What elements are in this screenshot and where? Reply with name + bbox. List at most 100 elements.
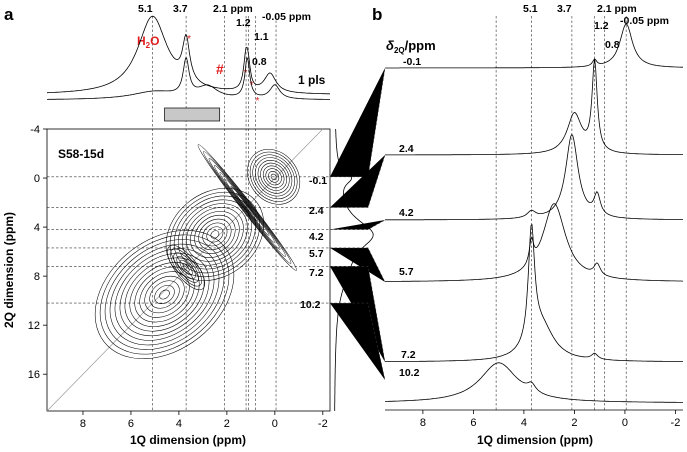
contour-37 bbox=[159, 289, 170, 300]
a-ytick-label-1: 0 bbox=[34, 173, 40, 185]
slice-labels-b: -0.1 2.4 4.2 5.7 7.2 10.2 bbox=[399, 56, 421, 379]
slice-label-b-10-2: 10.2 bbox=[399, 367, 420, 379]
b-peak-label-m005: -0.05 ppm bbox=[620, 15, 669, 27]
contour-42 bbox=[134, 266, 195, 323]
panel-b-slice-traces bbox=[384, 23, 684, 403]
contour-43 bbox=[129, 262, 200, 327]
panel-a-reference-lines bbox=[152, 16, 277, 411]
diagonal-line bbox=[46, 128, 324, 412]
panel-b-letter: b bbox=[372, 5, 382, 24]
a-ytick-label-5: 16 bbox=[28, 369, 40, 381]
contour-31 bbox=[182, 263, 190, 272]
slice-label-b-m01: -0.1 bbox=[403, 56, 421, 68]
contour-14 bbox=[219, 172, 275, 243]
contour-46 bbox=[114, 248, 215, 341]
contour-39 bbox=[149, 280, 180, 309]
contour-15 bbox=[214, 165, 281, 250]
peak-label-0-8: 0.8 bbox=[252, 56, 267, 68]
b-xtick-label-5: -2 bbox=[671, 417, 681, 429]
star-marker-3: * bbox=[255, 96, 259, 107]
panel-a-letter: a bbox=[4, 5, 14, 24]
b-peak-label-5-1: 5.1 bbox=[523, 3, 538, 15]
b-xtick-label-2: 4 bbox=[521, 417, 527, 429]
contour-25 bbox=[186, 207, 244, 262]
peak-label-1-1: 1.1 bbox=[254, 31, 269, 43]
a-xtick-label-5: -2 bbox=[318, 418, 328, 430]
slice-label-a-10-2: 10.2 bbox=[300, 299, 321, 311]
star-marker-1: * bbox=[243, 68, 247, 79]
sample-label: S58-15d bbox=[58, 147, 104, 161]
contour-40 bbox=[144, 275, 185, 314]
slice-trace-5 bbox=[384, 362, 683, 403]
slice-label-a-7-2: 7.2 bbox=[309, 267, 324, 279]
a-xtick-label-2: 4 bbox=[176, 418, 182, 430]
contour-3 bbox=[262, 165, 285, 189]
contour-9 bbox=[247, 149, 301, 205]
peak-label-1-2: 1.2 bbox=[236, 17, 251, 29]
peak-label-m005: -0.05 ppm bbox=[262, 11, 311, 23]
slice-label-b-2-4: 2.4 bbox=[399, 143, 414, 155]
a-ytick-label-2: 4 bbox=[34, 222, 40, 234]
contour-4 bbox=[260, 162, 288, 191]
contour-27 bbox=[177, 199, 252, 270]
panel-a-x-ticks: 8 6 4 2 0 -2 bbox=[80, 411, 328, 430]
hash-marker: # bbox=[216, 61, 224, 77]
b-axis-title: δ2Q/ppm bbox=[386, 38, 436, 55]
panel-b-x-axis-label: 1Q dimension (ppm) bbox=[477, 433, 593, 447]
a-xtick-label-0: 8 bbox=[80, 418, 86, 430]
b-peak-label-0-8: 0.8 bbox=[605, 39, 620, 51]
contour-7 bbox=[252, 154, 295, 200]
peak-label-5-1: 5.1 bbox=[138, 3, 153, 15]
contour-20 bbox=[206, 226, 224, 243]
contour-44 bbox=[124, 257, 205, 332]
slice-trace-1 bbox=[385, 58, 683, 156]
a-ytick-label-4: 12 bbox=[28, 320, 40, 332]
panel-a-x-axis-label: 1Q dimension (ppm) bbox=[130, 433, 246, 447]
contour-36 bbox=[167, 245, 206, 291]
panel-a-y-axis-label: 2Q dimension (ppm) bbox=[2, 212, 16, 328]
h2o-label: H2O bbox=[137, 34, 159, 50]
contour-8 bbox=[249, 151, 298, 202]
slice-trace-3 bbox=[385, 203, 683, 282]
contour-29 bbox=[169, 191, 260, 278]
contour-38 bbox=[154, 285, 175, 304]
b-xtick-label-0: 8 bbox=[420, 417, 426, 429]
slice-trace-0 bbox=[385, 23, 683, 69]
slice-label-b-7-2: 7.2 bbox=[401, 349, 416, 361]
contour-50 bbox=[94, 230, 235, 360]
contour-2 bbox=[265, 168, 282, 186]
projection-trace-top bbox=[47, 15, 330, 95]
connector-4 bbox=[330, 266, 386, 363]
contour-17 bbox=[203, 151, 292, 264]
contour-45 bbox=[119, 252, 210, 337]
contour-0 bbox=[270, 173, 277, 180]
connector-3 bbox=[330, 247, 386, 283]
peak-label-2-1: 2.1 ppm bbox=[213, 3, 253, 15]
slice-trace-2 bbox=[385, 133, 684, 221]
slice-label-a-5-7: 5.7 bbox=[309, 248, 324, 260]
contour-48 bbox=[104, 239, 225, 350]
panel-b-peak-labels: 5.1 3.7 2.1 ppm 1.2 0.8 -0.05 ppm bbox=[523, 3, 669, 51]
b-peak-label-3-7: 3.7 bbox=[557, 3, 572, 15]
a-ytick-label-0: -4 bbox=[30, 124, 40, 136]
contour-21 bbox=[202, 222, 228, 247]
a-xtick-label-3: 2 bbox=[224, 418, 230, 430]
slice-labels-a: -0.1 2.4 4.2 5.7 7.2 10.2 bbox=[300, 175, 327, 311]
a-xtick-label-4: 0 bbox=[272, 418, 278, 430]
contour-28 bbox=[173, 195, 256, 274]
projection-label: 1 pls bbox=[298, 73, 326, 87]
projection-trace-1pls bbox=[47, 56, 330, 100]
b-xtick-label-1: 6 bbox=[470, 417, 476, 429]
slice-label-b-4-2: 4.2 bbox=[399, 207, 414, 219]
contour-19 bbox=[210, 230, 220, 239]
star-marker-0: * bbox=[187, 34, 191, 45]
slice-label-a-m01: -0.1 bbox=[309, 175, 327, 187]
slice-trace-4 bbox=[385, 223, 683, 362]
b-peak-label-2-1: 2.1 ppm bbox=[597, 3, 637, 15]
contour-6 bbox=[255, 157, 293, 197]
contour-49 bbox=[99, 234, 230, 355]
contour-16 bbox=[208, 158, 286, 257]
connector-5 bbox=[330, 302, 386, 381]
panel-a-peak-labels: 5.1 3.7 2.1 ppm 1.2 -0.05 ppm 1.1 0.8 bbox=[138, 3, 311, 68]
